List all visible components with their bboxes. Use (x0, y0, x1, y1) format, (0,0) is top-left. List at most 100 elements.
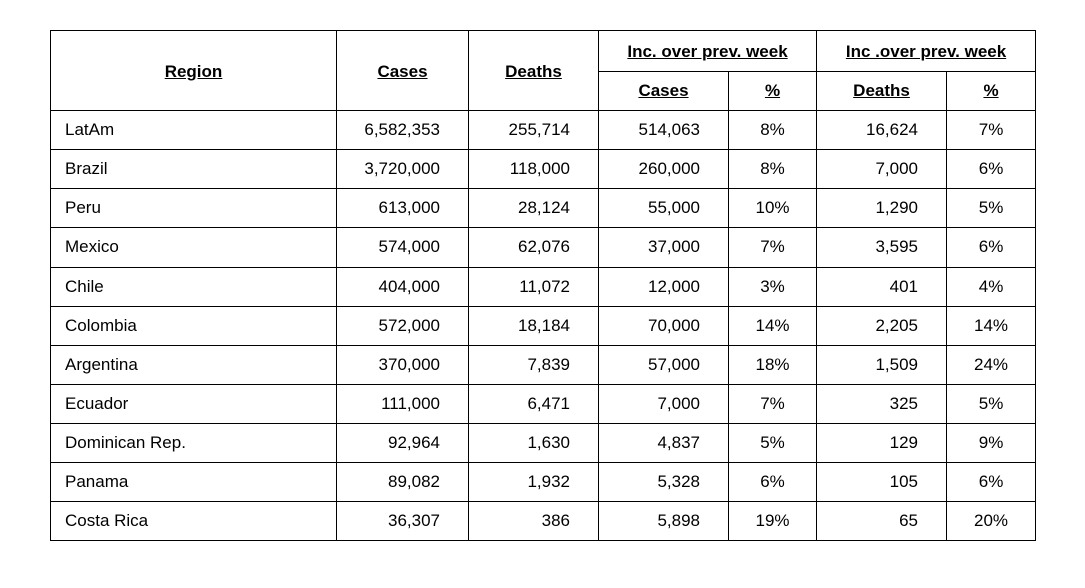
cell-inc-deaths: 401 (817, 267, 947, 306)
cell-deaths: 18,184 (469, 306, 599, 345)
table-header-row-1: Region Cases Deaths Inc. over prev. week… (51, 31, 1036, 72)
col-header-inc-cases-group: Inc. over prev. week (599, 31, 817, 72)
cell-inc-cases: 7,000 (599, 384, 729, 423)
table-row: Peru613,00028,12455,00010%1,2905% (51, 189, 1036, 228)
cell-inc-cases-pct: 5% (729, 423, 817, 462)
col-header-cases: Cases (337, 31, 469, 111)
cell-cases: 36,307 (337, 502, 469, 541)
table-row: Mexico574,00062,07637,0007%3,5956% (51, 228, 1036, 267)
cell-region: LatAm (51, 111, 337, 150)
cell-cases: 574,000 (337, 228, 469, 267)
cell-region: Argentina (51, 345, 337, 384)
table-header: Region Cases Deaths Inc. over prev. week… (51, 31, 1036, 111)
cell-inc-cases-pct: 6% (729, 463, 817, 502)
cell-region: Peru (51, 189, 337, 228)
table-row: LatAm6,582,353255,714514,0638%16,6247% (51, 111, 1036, 150)
cell-region: Brazil (51, 150, 337, 189)
cell-inc-deaths-pct: 20% (947, 502, 1036, 541)
table-row: Chile404,00011,07212,0003%4014% (51, 267, 1036, 306)
cell-inc-deaths: 129 (817, 423, 947, 462)
cell-inc-deaths: 2,205 (817, 306, 947, 345)
cell-region: Colombia (51, 306, 337, 345)
cell-inc-cases-pct: 7% (729, 384, 817, 423)
cell-deaths: 11,072 (469, 267, 599, 306)
cell-inc-deaths: 105 (817, 463, 947, 502)
col-header-deaths: Deaths (469, 31, 599, 111)
cell-inc-cases-pct: 19% (729, 502, 817, 541)
cell-inc-deaths: 1,290 (817, 189, 947, 228)
cell-inc-cases-pct: 8% (729, 150, 817, 189)
cell-inc-deaths: 325 (817, 384, 947, 423)
cell-cases: 370,000 (337, 345, 469, 384)
cell-deaths: 1,932 (469, 463, 599, 502)
cell-inc-deaths-pct: 6% (947, 463, 1036, 502)
table-row: Costa Rica36,3073865,89819%6520% (51, 502, 1036, 541)
cell-region: Chile (51, 267, 337, 306)
cell-inc-cases-pct: 7% (729, 228, 817, 267)
col-subheader-inc-cases-pct: % (729, 72, 817, 111)
cell-inc-cases: 5,898 (599, 502, 729, 541)
cell-inc-cases: 514,063 (599, 111, 729, 150)
col-subheader-inc-deaths-pct: % (947, 72, 1036, 111)
cell-inc-cases: 55,000 (599, 189, 729, 228)
cell-cases: 92,964 (337, 423, 469, 462)
cell-inc-cases-pct: 3% (729, 267, 817, 306)
cell-inc-deaths-pct: 5% (947, 189, 1036, 228)
col-header-region: Region (51, 31, 337, 111)
cell-deaths: 6,471 (469, 384, 599, 423)
cell-inc-deaths-pct: 7% (947, 111, 1036, 150)
table-row: Ecuador111,0006,4717,0007%3255% (51, 384, 1036, 423)
cell-deaths: 255,714 (469, 111, 599, 150)
cell-deaths: 1,630 (469, 423, 599, 462)
cell-region: Mexico (51, 228, 337, 267)
cell-inc-cases: 57,000 (599, 345, 729, 384)
table-row: Panama89,0821,9325,3286%1056% (51, 463, 1036, 502)
cell-cases: 6,582,353 (337, 111, 469, 150)
cell-inc-cases-pct: 18% (729, 345, 817, 384)
table-body: LatAm6,582,353255,714514,0638%16,6247%Br… (51, 111, 1036, 541)
cell-region: Panama (51, 463, 337, 502)
cell-inc-cases: 37,000 (599, 228, 729, 267)
cell-deaths: 62,076 (469, 228, 599, 267)
cell-inc-deaths: 16,624 (817, 111, 947, 150)
cell-cases: 3,720,000 (337, 150, 469, 189)
cell-inc-deaths: 3,595 (817, 228, 947, 267)
cell-deaths: 28,124 (469, 189, 599, 228)
cell-inc-cases-pct: 8% (729, 111, 817, 150)
cell-deaths: 118,000 (469, 150, 599, 189)
cell-inc-cases: 4,837 (599, 423, 729, 462)
cell-cases: 572,000 (337, 306, 469, 345)
cell-inc-cases: 12,000 (599, 267, 729, 306)
cell-inc-deaths-pct: 14% (947, 306, 1036, 345)
cell-cases: 89,082 (337, 463, 469, 502)
cell-deaths: 386 (469, 502, 599, 541)
cell-region: Dominican Rep. (51, 423, 337, 462)
cell-inc-deaths-pct: 24% (947, 345, 1036, 384)
cell-inc-cases-pct: 14% (729, 306, 817, 345)
cell-inc-cases: 5,328 (599, 463, 729, 502)
table-row: Dominican Rep.92,9641,6304,8375%1299% (51, 423, 1036, 462)
col-header-inc-deaths-group: Inc .over prev. week (817, 31, 1036, 72)
cell-region: Ecuador (51, 384, 337, 423)
col-subheader-inc-deaths: Deaths (817, 72, 947, 111)
covid-latam-table: Region Cases Deaths Inc. over prev. week… (50, 30, 1036, 541)
cell-inc-cases: 70,000 (599, 306, 729, 345)
table-row: Brazil3,720,000118,000260,0008%7,0006% (51, 150, 1036, 189)
cell-inc-deaths-pct: 6% (947, 228, 1036, 267)
cell-cases: 404,000 (337, 267, 469, 306)
cell-inc-deaths-pct: 9% (947, 423, 1036, 462)
cell-cases: 111,000 (337, 384, 469, 423)
cell-inc-deaths-pct: 6% (947, 150, 1036, 189)
table-row: Colombia572,00018,18470,00014%2,20514% (51, 306, 1036, 345)
cell-inc-cases-pct: 10% (729, 189, 817, 228)
cell-inc-deaths: 7,000 (817, 150, 947, 189)
col-subheader-inc-cases: Cases (599, 72, 729, 111)
cell-inc-deaths: 65 (817, 502, 947, 541)
cell-inc-deaths-pct: 4% (947, 267, 1036, 306)
cell-inc-deaths: 1,509 (817, 345, 947, 384)
cell-inc-deaths-pct: 5% (947, 384, 1036, 423)
cell-region: Costa Rica (51, 502, 337, 541)
table-row: Argentina370,0007,83957,00018%1,50924% (51, 345, 1036, 384)
cell-inc-cases: 260,000 (599, 150, 729, 189)
cell-deaths: 7,839 (469, 345, 599, 384)
